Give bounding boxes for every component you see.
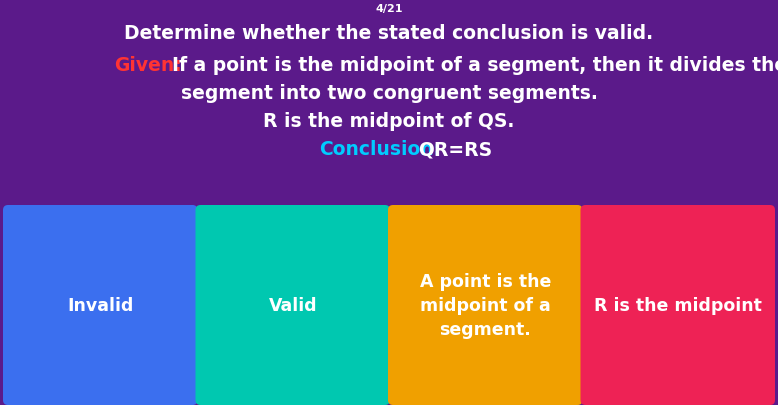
Text: Given:: Given:	[114, 56, 182, 75]
FancyBboxPatch shape	[3, 205, 198, 405]
FancyBboxPatch shape	[580, 205, 775, 405]
Text: A point is the
midpoint of a
segment.: A point is the midpoint of a segment.	[419, 273, 551, 338]
Text: Invalid: Invalid	[67, 296, 134, 314]
Text: 4/21: 4/21	[375, 4, 403, 14]
Text: QR=RS: QR=RS	[418, 140, 492, 159]
Text: Conclusion:: Conclusion:	[319, 140, 441, 159]
FancyBboxPatch shape	[195, 205, 390, 405]
Text: Valid: Valid	[268, 296, 317, 314]
Text: Determine whether the stated conclusion is valid.: Determine whether the stated conclusion …	[124, 24, 654, 43]
FancyBboxPatch shape	[388, 205, 583, 405]
Text: If a point is the midpoint of a segment, then it divides the: If a point is the midpoint of a segment,…	[172, 56, 778, 75]
Text: R is the midpoint of QS.: R is the midpoint of QS.	[263, 112, 515, 131]
Text: R is the midpoint: R is the midpoint	[594, 296, 762, 314]
Text: segment into two congruent segments.: segment into two congruent segments.	[180, 84, 598, 103]
